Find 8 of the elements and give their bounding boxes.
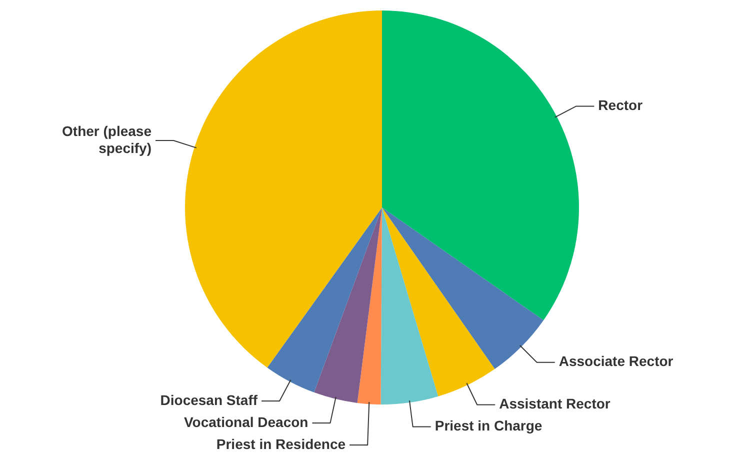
slice-label: Priest in Residence <box>216 436 346 452</box>
slice-label: Other (please specify) <box>62 122 152 156</box>
slice-label: Priest in Charge <box>434 418 542 434</box>
slice-label: Diocesan Staff <box>160 392 258 408</box>
slice-label: Vocational Deacon <box>184 414 308 430</box>
slice-label: Associate Rector <box>558 353 674 370</box>
slice-label: Assistant Rector <box>499 396 611 412</box>
slice-label: Rector <box>598 97 644 114</box>
